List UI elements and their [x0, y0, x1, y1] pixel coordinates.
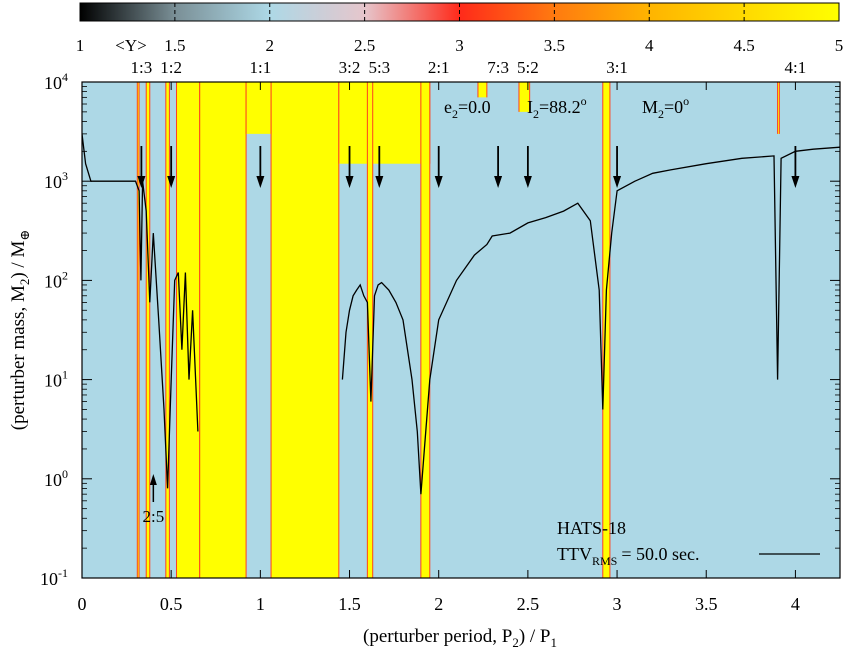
chaotic-region — [246, 82, 272, 134]
ttv-curves — [82, 133, 840, 495]
y-tick-label: 104 — [44, 70, 68, 93]
colorbar-tick-label: 2 — [266, 36, 275, 55]
x-tick-label: 1.5 — [338, 594, 361, 614]
resonance-arrowhead — [434, 176, 443, 188]
legend-system-name: HATS-18 — [557, 518, 626, 538]
resonance-arrowhead-lower — [149, 474, 157, 485]
resonance-label: 4:1 — [785, 58, 807, 77]
colorbar-tick-label: 3 — [455, 36, 464, 55]
y-tick-label: 103 — [44, 169, 68, 192]
resonance-label: 1:2 — [160, 58, 182, 77]
chaotic-region — [271, 82, 339, 578]
chaotic-region — [146, 82, 150, 578]
y-tick-label: 10-1 — [40, 566, 68, 589]
y-tick-label: 101 — [44, 368, 68, 391]
x-axis-ticks: 0 0.5 1 1.5 2 2.5 3 3.5 4 — [78, 82, 800, 614]
resonance-arrowhead — [345, 176, 354, 188]
resonance-arrowhead — [167, 176, 176, 188]
x-tick-label: 0.5 — [160, 594, 183, 614]
resonance-arrowhead — [791, 176, 800, 188]
x-tick-label: 3 — [613, 594, 622, 614]
resonance-label: 2:1 — [428, 58, 450, 77]
ttv-curve-left — [82, 133, 199, 489]
y-axis-label: (perturber mass, M2) / M⊕ — [8, 230, 32, 431]
chaotic-region — [165, 82, 170, 578]
y-axis-ticks: 10-1 100 101 102 103 104 — [40, 70, 840, 589]
resonance-label: 1:3 — [131, 58, 153, 77]
chaotic-region — [602, 82, 610, 578]
plot-frame — [81, 81, 841, 579]
resonance-label: 3:1 — [606, 58, 628, 77]
chaotic-region — [420, 82, 430, 578]
colorbar-tick-label: 1.5 — [164, 36, 185, 55]
colorbar-ticks: 1 1.5 2 2.5 3 3.5 4 4.5 5 — [76, 3, 844, 55]
x-tick-label: 2.5 — [517, 594, 540, 614]
resonance-label: 5:3 — [368, 58, 390, 77]
y-tick-label: 102 — [44, 268, 68, 291]
x-tick-label: 4 — [791, 594, 800, 614]
resonance-arrows — [137, 146, 800, 502]
chaotic-region — [477, 82, 487, 98]
ttv-curve-right — [341, 146, 840, 495]
resonance-arrowhead — [375, 176, 384, 188]
chaotic-region — [518, 82, 530, 112]
chaotic-region — [338, 82, 430, 164]
resonance-label-lower: 2:5 — [142, 507, 164, 526]
parameter-labels: e2=0.0 I2=88.2o M2=0o — [444, 94, 689, 121]
resonance-labels: 1:3 1:2 1:1 3:2 5:3 2:1 7:3 5:2 3:1 4:1 2:5 — [131, 58, 807, 526]
chaotic-region — [176, 82, 200, 578]
x-tick-label: 3.5 — [695, 594, 718, 614]
param-i: I2=88.2o — [527, 94, 587, 121]
resonance-arrowhead — [256, 176, 265, 188]
chaotic-region — [199, 82, 247, 578]
resonance-arrowhead — [137, 176, 146, 188]
resonance-arrowhead — [613, 176, 622, 188]
param-m: M2=0o — [642, 94, 689, 121]
colorbar-tick-label: 4.5 — [734, 36, 755, 55]
legend-series-label: TTVRMS = 50.0 sec. — [557, 544, 700, 568]
plot-area: 0 0.5 1 1.5 2 2.5 3 3.5 4 10-1 100 101 102 103 104 1:… — [40, 58, 841, 614]
colorbar-tick-label: 5 — [835, 36, 844, 55]
resonance-label: 7:3 — [487, 58, 509, 77]
resonance-label: 5:2 — [517, 58, 539, 77]
param-e: e2=0.0 — [444, 97, 491, 121]
chaotic-regions — [136, 82, 780, 578]
x-axis-label: (perturber period, P2) / P1 — [363, 626, 557, 648]
colorbar: 1 1.5 2 2.5 3 3.5 4 4.5 5 <Y> — [76, 2, 844, 55]
chaotic-region — [367, 82, 373, 578]
resonance-label: 3:2 — [339, 58, 361, 77]
x-tick-label: 2 — [434, 594, 443, 614]
colorbar-tick-label: 4 — [645, 36, 654, 55]
resonance-arrowhead — [523, 176, 532, 188]
colorbar-label: <Y> — [115, 36, 146, 55]
y-tick-label: 100 — [44, 467, 68, 490]
colorbar-tick-label: 2.5 — [354, 36, 375, 55]
colorbar-tick-label: 3.5 — [544, 36, 565, 55]
resonance-arrowhead — [494, 176, 503, 188]
chaotic-region — [137, 82, 140, 578]
colorbar-tick-label: 1 — [76, 36, 85, 55]
x-tick-label: 1 — [256, 594, 265, 614]
x-tick-label: 0 — [78, 594, 87, 614]
legend: HATS-18 TTVRMS = 50.0 sec. — [557, 518, 820, 568]
chaotic-region — [777, 82, 780, 134]
resonance-label: 1:1 — [249, 58, 271, 77]
